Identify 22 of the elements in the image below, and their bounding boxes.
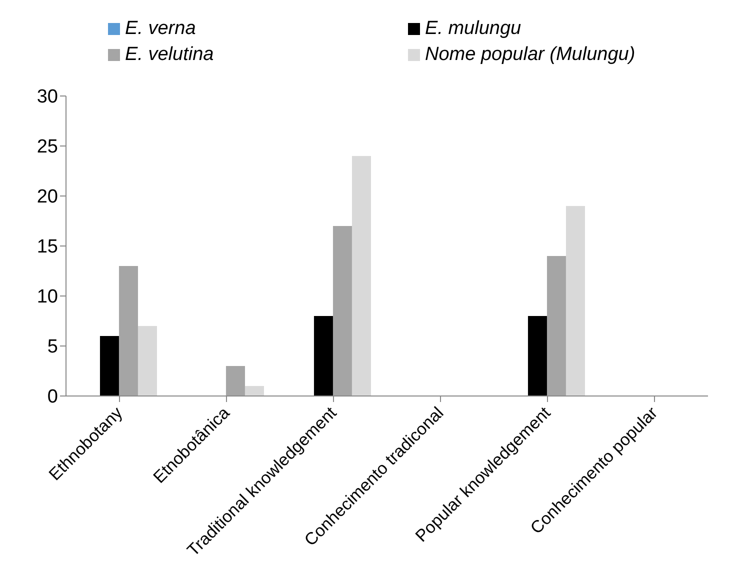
y-tick-label: 5 bbox=[47, 336, 58, 358]
bar bbox=[226, 366, 245, 396]
y-tick-label: 20 bbox=[36, 186, 58, 208]
y-tick-label: 0 bbox=[47, 386, 58, 408]
bar bbox=[566, 206, 585, 396]
y-tick-label: 25 bbox=[36, 136, 58, 158]
y-tick-label: 15 bbox=[36, 236, 58, 258]
bar bbox=[118, 266, 138, 396]
bar bbox=[244, 386, 264, 396]
legend-label: E. mulungu bbox=[425, 18, 522, 40]
bar bbox=[352, 156, 371, 396]
bar bbox=[314, 316, 333, 396]
bar bbox=[528, 316, 547, 396]
bar bbox=[100, 336, 119, 396]
legend-label: Nome popular (Mulungu) bbox=[425, 44, 636, 66]
bar bbox=[138, 326, 157, 396]
legend-label: E. velutina bbox=[125, 44, 214, 66]
bar bbox=[332, 226, 352, 396]
y-tick-label: 10 bbox=[36, 286, 58, 308]
y-tick-label: 30 bbox=[36, 86, 58, 108]
bar bbox=[546, 256, 566, 396]
legend-label: E. verna bbox=[125, 18, 196, 40]
